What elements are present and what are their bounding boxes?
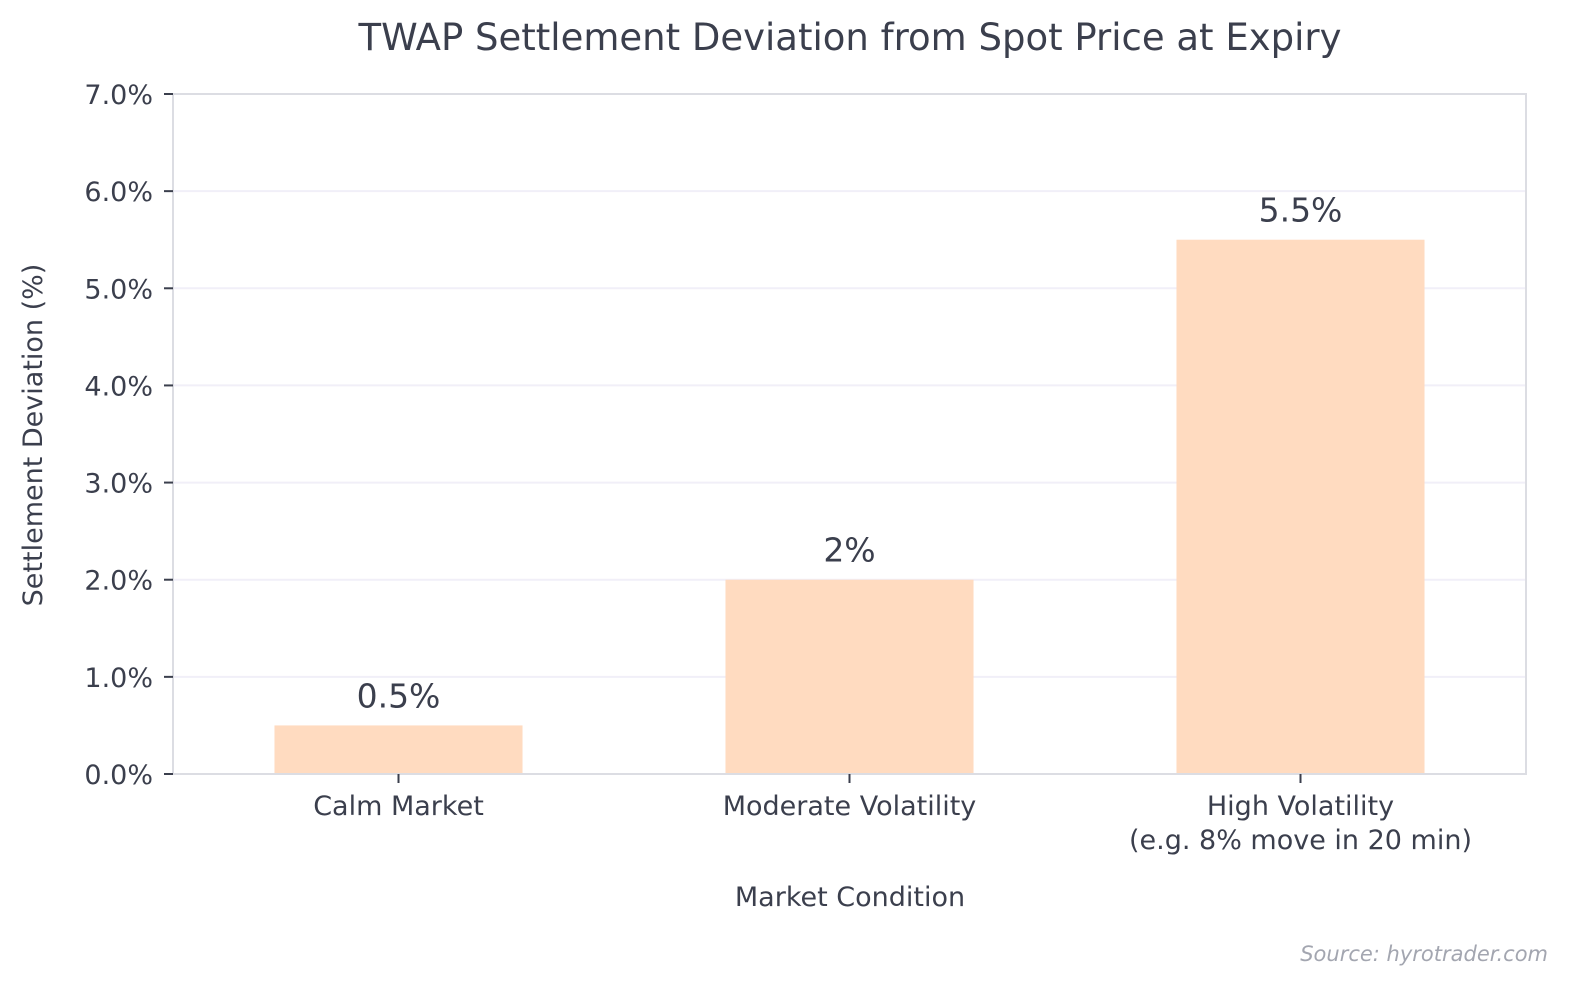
x-axis: Calm Market Moderate Volatility High Volat… [313,774,1472,856]
bar [725,579,974,774]
x-tick-label-line: Calm Market [313,791,484,822]
x-axis-label: Market Condition [735,882,965,913]
y-axis-label: Settlement Deviation (%) [18,264,49,607]
y-tick-label: 4.0% [84,371,153,402]
x-tick-label: Calm Market [313,791,484,822]
x-tick-label: Moderate Volatility [723,791,977,822]
y-tick-label: 1.0% [84,663,153,694]
x-tick-label-line: Moderate Volatility [723,791,977,822]
x-tick-label: High Volatility (e.g. 8% move in 20 min) [1129,791,1472,856]
bar [274,725,523,774]
data-labels: 0.5% 2% 5.5% [357,191,1343,716]
y-tick-label: 2.0% [84,566,153,597]
x-tick-label-line: High Volatility [1207,791,1394,822]
y-axis: 0.0% 1.0% 2.0% 3.0% 4.0% 5.0% 6.0% 7.0% [84,80,173,791]
data-label: 5.5% [1259,191,1343,230]
bars [274,239,1425,774]
y-tick-label: 5.0% [84,274,153,305]
data-label: 2% [823,531,875,570]
data-label: 0.5% [357,676,441,715]
source-note: Source: hyrotrader.com [1300,942,1548,966]
y-tick-label: 3.0% [84,469,153,500]
chart-title: TWAP Settlement Deviation from Spot Pric… [358,16,1342,59]
y-tick-label: 0.0% [84,760,153,791]
y-tick-label: 7.0% [84,80,153,111]
x-tick-label-line: (e.g. 8% move in 20 min) [1129,825,1472,856]
y-tick-label: 6.0% [84,177,153,208]
bar [1176,239,1425,774]
